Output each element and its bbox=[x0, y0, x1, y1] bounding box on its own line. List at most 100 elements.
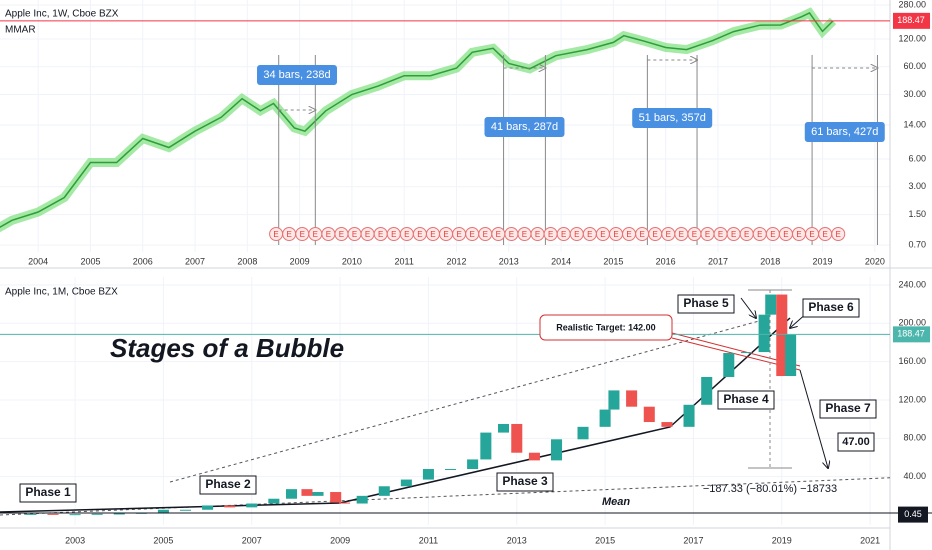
candle bbox=[330, 492, 342, 503]
earnings-label: E bbox=[313, 230, 318, 239]
y-tick-label: 0.70 bbox=[908, 240, 926, 250]
earnings-label: E bbox=[639, 230, 644, 239]
x-tick-label: 2005 bbox=[80, 256, 100, 266]
x-tick-label: 2005 bbox=[153, 535, 173, 545]
phase-label: Phase 1 bbox=[25, 485, 71, 499]
range-label: 51 bars, 357d bbox=[639, 112, 706, 124]
earnings-label: E bbox=[443, 230, 448, 239]
drop-label: −187.33 (−80.01%) −18733 bbox=[703, 483, 837, 495]
x-tick-label: 2003 bbox=[65, 535, 85, 545]
arrow bbox=[799, 369, 828, 468]
x-tick-label: 2014 bbox=[551, 256, 571, 266]
earnings-label: E bbox=[809, 230, 814, 239]
x-tick-label: 2009 bbox=[330, 535, 350, 545]
candle bbox=[246, 503, 258, 508]
trend-line bbox=[169, 317, 771, 483]
target-price: 47.00 bbox=[842, 436, 870, 448]
candle bbox=[25, 513, 37, 515]
candle bbox=[626, 390, 638, 407]
x-tick-label: 2017 bbox=[683, 535, 703, 545]
x-tick-label: 2007 bbox=[185, 256, 205, 266]
candle bbox=[445, 469, 457, 471]
candle bbox=[551, 439, 563, 461]
candle bbox=[467, 459, 479, 470]
earnings-label: E bbox=[417, 230, 422, 239]
indicator-label: MMAR bbox=[5, 25, 36, 36]
candle bbox=[511, 423, 523, 453]
x-tick-label: 2013 bbox=[499, 256, 519, 266]
earnings-label: E bbox=[430, 230, 435, 239]
last-price-tag bbox=[893, 12, 930, 29]
earnings-label: E bbox=[587, 230, 592, 239]
phase-label: Phase 2 bbox=[205, 477, 251, 491]
range-box bbox=[257, 65, 338, 85]
mean-label: Mean bbox=[602, 496, 630, 508]
candle bbox=[378, 486, 390, 496]
x-tick-label: 2008 bbox=[237, 256, 257, 266]
axes: 2004 2005 2006 2007 2008 2009 2010 2011 2012 2013… bbox=[28, 0, 930, 545]
phase-box bbox=[802, 298, 860, 318]
candle bbox=[202, 505, 214, 510]
earnings-label: E bbox=[770, 230, 775, 239]
range-box bbox=[804, 122, 885, 142]
earnings-label: E bbox=[666, 230, 671, 239]
heading: Stages of a Bubble bbox=[110, 333, 344, 363]
candle bbox=[157, 509, 169, 513]
earnings-label: E bbox=[705, 230, 710, 239]
y-tick-label: 80.00 bbox=[903, 433, 926, 443]
earnings-label: E bbox=[273, 230, 278, 239]
y-tick-label: 200.00 bbox=[898, 318, 926, 328]
x-tick-label: 2011 bbox=[419, 535, 438, 545]
earnings-label: E bbox=[783, 230, 788, 239]
earnings-label: E bbox=[744, 230, 749, 239]
candle bbox=[661, 422, 673, 427]
x-tick-label: 2018 bbox=[760, 256, 780, 266]
earnings-label: E bbox=[796, 230, 801, 239]
y-tick-label: 120.00 bbox=[898, 394, 926, 404]
earnings-label: E bbox=[679, 230, 684, 239]
phase-label: Phase 5 bbox=[683, 296, 729, 310]
earnings-label: E bbox=[731, 230, 736, 239]
phase-box bbox=[19, 483, 77, 503]
target-label: Realistic Target: 142.00 bbox=[556, 322, 655, 332]
last-price-label: 188.47 bbox=[897, 329, 925, 339]
baseline-label: 0.45 bbox=[904, 509, 922, 519]
candle bbox=[683, 404, 695, 427]
earnings-label: E bbox=[574, 230, 579, 239]
earnings-marker bbox=[831, 227, 846, 241]
y-tick-label: 3.00 bbox=[908, 181, 926, 191]
candle bbox=[47, 513, 59, 515]
candle bbox=[179, 509, 192, 511]
y-tick-label: 40.00 bbox=[903, 471, 926, 481]
candle bbox=[301, 489, 313, 496]
candle bbox=[643, 406, 655, 423]
range-box bbox=[632, 108, 713, 128]
candle bbox=[723, 353, 735, 377]
earnings-label: E bbox=[535, 230, 540, 239]
earnings-label: E bbox=[822, 230, 827, 239]
candle bbox=[224, 505, 236, 508]
x-tick-label: 2021 bbox=[860, 535, 880, 545]
range-label: 61 bars, 427d bbox=[811, 126, 878, 138]
y-tick-label: 280.00 bbox=[898, 0, 926, 9]
earnings-label: E bbox=[326, 230, 331, 239]
candle bbox=[91, 513, 103, 515]
y-tick-label: 6.00 bbox=[908, 153, 926, 163]
earnings-label: E bbox=[352, 230, 357, 239]
y-tick-label: 30.00 bbox=[903, 89, 926, 99]
candle bbox=[113, 513, 125, 515]
x-tick-label: 2013 bbox=[507, 535, 527, 545]
x-tick-label: 2009 bbox=[290, 256, 310, 266]
earnings-label: E bbox=[300, 230, 305, 239]
earnings-label: E bbox=[286, 230, 291, 239]
candle bbox=[338, 502, 351, 504]
candle bbox=[528, 452, 540, 461]
candle bbox=[285, 489, 298, 499]
top-pane: 34 bars, 238d 41 bars, 287d 51 bars, 357d 6… bbox=[0, 7, 890, 245]
candle bbox=[740, 352, 752, 354]
mean-line bbox=[0, 477, 890, 516]
earnings-label: E bbox=[757, 230, 762, 239]
phase-box bbox=[199, 475, 257, 495]
x-tick-label: 2020 bbox=[865, 256, 885, 266]
